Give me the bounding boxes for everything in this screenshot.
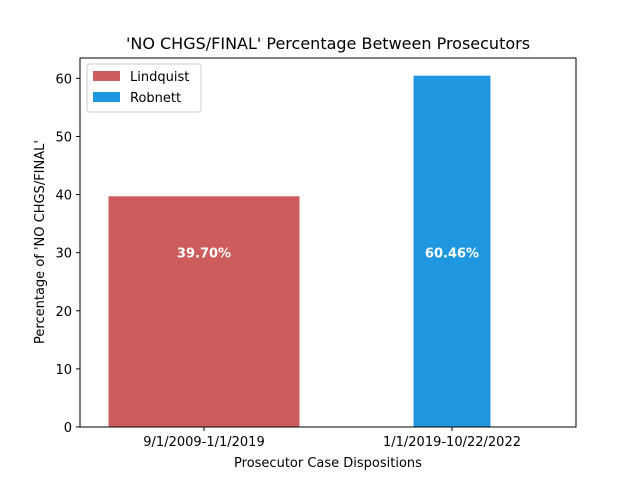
- bars-layer: [108, 75, 491, 427]
- legend-label-robnett: Robnett: [130, 91, 181, 106]
- legend-swatch-lindquist: [93, 71, 120, 81]
- bar-lindquist: [108, 196, 300, 427]
- bar-robnett: [413, 75, 491, 427]
- legend: Lindquist Robnett: [86, 63, 202, 113]
- y-tick-label: 30: [55, 247, 72, 262]
- y-axis-label: Percentage of 'NO CHGS/FINAL': [33, 140, 48, 344]
- legend-swatch-robnett: [93, 92, 120, 102]
- bar-value-label: 39.70%: [177, 247, 231, 262]
- chart-title: 'NO CHGS/FINAL' Percentage Between Prose…: [126, 34, 530, 53]
- y-tick-label: 60: [55, 72, 72, 87]
- x-axis-label: Prosecutor Case Dispositions: [234, 456, 422, 471]
- plot-frame: [79, 57, 577, 428]
- y-tick-label: 0: [64, 421, 72, 436]
- y-tick-label: 50: [55, 130, 72, 145]
- bar-value-label: 60.46%: [425, 247, 479, 262]
- y-tick-label: 40: [55, 189, 72, 204]
- legend-label-lindquist: Lindquist: [130, 70, 189, 85]
- x-tick-label: 9/1/2009-1/1/2019: [143, 435, 264, 450]
- x-tick-label: 1/1/2019-10/22/2022: [383, 435, 521, 450]
- bar-labels-layer: 39.70% 60.46%: [177, 247, 479, 262]
- y-tick-label: 20: [55, 305, 72, 320]
- y-tick-label: 10: [55, 363, 72, 378]
- y-axis: 0 10 20 30 40 50 60: [55, 72, 80, 436]
- x-axis: 9/1/2009-1/1/2019 1/1/2019-10/22/2022: [143, 427, 521, 450]
